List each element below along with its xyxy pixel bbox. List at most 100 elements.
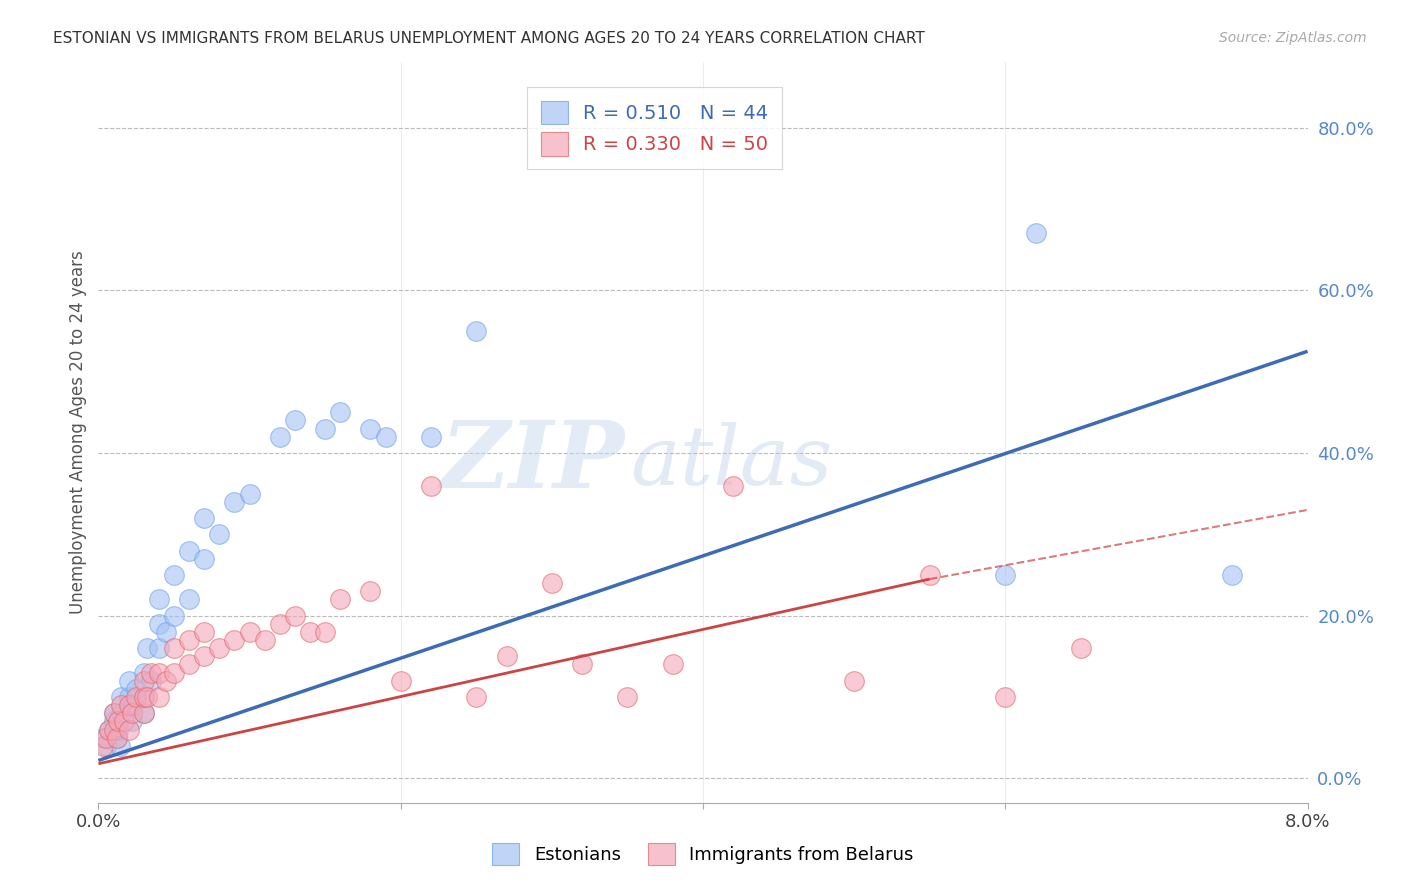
Point <box>661 657 683 672</box>
Point <box>163 641 186 656</box>
Point <box>1220 568 1243 582</box>
Point <box>193 649 215 664</box>
Point <box>91 739 114 753</box>
Point <box>374 430 396 444</box>
Point <box>132 706 155 721</box>
Point <box>132 665 155 680</box>
Point <box>103 706 125 721</box>
Point <box>148 641 170 656</box>
Text: ZIP: ZIP <box>440 417 624 508</box>
Point <box>107 714 129 729</box>
Point <box>420 430 443 444</box>
Point <box>98 723 121 737</box>
Point <box>360 584 382 599</box>
Point <box>121 714 143 729</box>
Point <box>163 568 186 582</box>
Point <box>994 690 1017 704</box>
Point <box>208 527 231 541</box>
Text: ESTONIAN VS IMMIGRANTS FROM BELARUS UNEMPLOYMENT AMONG AGES 20 TO 24 YEARS CORRE: ESTONIAN VS IMMIGRANTS FROM BELARUS UNEM… <box>53 31 925 46</box>
Y-axis label: Unemployment Among Ages 20 to 24 years: Unemployment Among Ages 20 to 24 years <box>69 251 87 615</box>
Point <box>91 731 114 745</box>
Point <box>193 511 215 525</box>
Point <box>495 649 517 664</box>
Point <box>179 543 201 558</box>
Point <box>1025 227 1047 241</box>
Point <box>105 731 128 745</box>
Point <box>360 421 382 435</box>
Point <box>94 731 117 745</box>
Point <box>299 624 322 639</box>
Point <box>118 690 141 704</box>
Point <box>132 673 155 688</box>
Point <box>108 739 131 753</box>
Point <box>98 723 121 737</box>
Point <box>723 478 745 492</box>
Point <box>314 624 336 639</box>
Point <box>122 698 145 713</box>
Legend: R = 0.510   N = 44, R = 0.330   N = 50: R = 0.510 N = 44, R = 0.330 N = 50 <box>527 87 782 169</box>
Point <box>118 673 141 688</box>
Point <box>239 624 262 639</box>
Point <box>103 723 125 737</box>
Point <box>105 731 128 745</box>
Point <box>112 714 135 729</box>
Point <box>155 624 177 639</box>
Point <box>193 624 215 639</box>
Point <box>918 568 941 582</box>
Point <box>284 608 307 623</box>
Point <box>224 633 246 648</box>
Point <box>540 576 562 591</box>
Point <box>121 706 143 721</box>
Point <box>135 690 157 704</box>
Point <box>107 723 129 737</box>
Point <box>179 657 201 672</box>
Point <box>118 698 141 713</box>
Text: Source: ZipAtlas.com: Source: ZipAtlas.com <box>1219 31 1367 45</box>
Point <box>208 641 231 656</box>
Point <box>155 673 177 688</box>
Point <box>148 665 170 680</box>
Point <box>389 673 412 688</box>
Point <box>103 714 125 729</box>
Point <box>94 739 117 753</box>
Point <box>465 324 488 338</box>
Point <box>135 641 157 656</box>
Point <box>163 608 186 623</box>
Point <box>118 723 141 737</box>
Point <box>329 405 352 419</box>
Point <box>125 690 148 704</box>
Point <box>994 568 1017 582</box>
Point <box>269 430 291 444</box>
Point <box>132 690 155 704</box>
Point <box>110 706 132 721</box>
Text: atlas: atlas <box>630 422 832 502</box>
Point <box>148 592 170 607</box>
Point <box>284 413 307 427</box>
Point <box>132 690 155 704</box>
Point <box>125 681 148 696</box>
Point <box>148 616 170 631</box>
Point <box>103 706 125 721</box>
Point <box>420 478 443 492</box>
Point <box>1070 641 1092 656</box>
Point <box>329 592 352 607</box>
Point <box>224 495 246 509</box>
Point <box>148 690 170 704</box>
Point <box>253 633 276 648</box>
Point <box>141 673 163 688</box>
Point <box>269 616 291 631</box>
Point <box>571 657 593 672</box>
Point <box>616 690 638 704</box>
Point <box>141 665 163 680</box>
Point <box>132 706 155 721</box>
Legend: Estonians, Immigrants from Belarus: Estonians, Immigrants from Belarus <box>485 836 921 872</box>
Point <box>179 633 201 648</box>
Point <box>179 592 201 607</box>
Point <box>193 551 215 566</box>
Point <box>844 673 866 688</box>
Point <box>110 690 132 704</box>
Point <box>163 665 186 680</box>
Point <box>465 690 488 704</box>
Point <box>239 486 262 500</box>
Point <box>314 421 336 435</box>
